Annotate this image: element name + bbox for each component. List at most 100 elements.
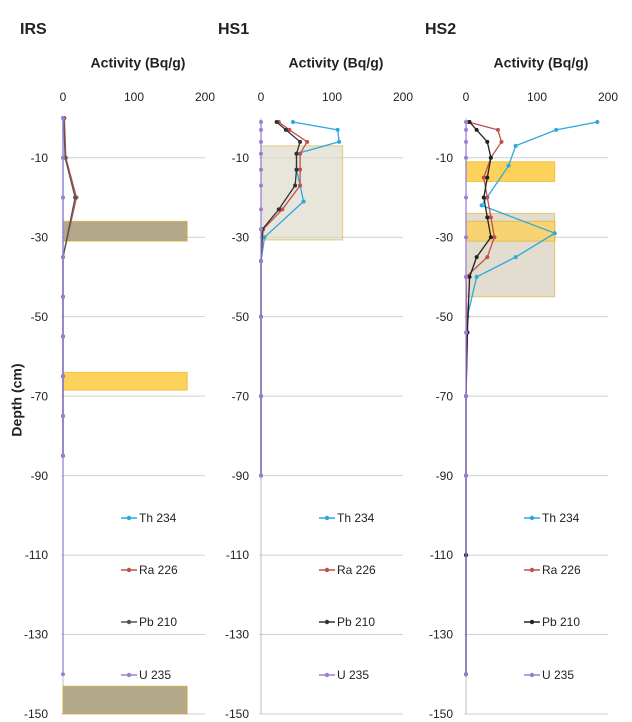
data-point bbox=[61, 453, 65, 458]
data-point bbox=[464, 274, 468, 279]
legend-label: Ra 226 bbox=[337, 563, 376, 577]
data-point bbox=[335, 127, 340, 132]
legend-label: Th 234 bbox=[337, 511, 375, 525]
panel: IRS Activity (Bq/g) Depth (cm) 0 100 200 -10 -3… bbox=[9, 21, 216, 721]
data-point bbox=[259, 314, 263, 319]
data-point bbox=[262, 235, 267, 240]
series-line bbox=[465, 121, 492, 675]
data-point bbox=[61, 116, 65, 120]
highlight-region bbox=[62, 685, 188, 715]
data-point bbox=[474, 127, 479, 132]
data-point bbox=[481, 175, 486, 180]
y-tick-label: -30 bbox=[31, 230, 49, 244]
highlight-region bbox=[465, 220, 556, 242]
data-point bbox=[259, 394, 263, 399]
y-tick-label: -70 bbox=[232, 389, 250, 403]
legend-label: Pb 210 bbox=[542, 615, 580, 629]
data-point bbox=[488, 155, 493, 160]
data-point bbox=[485, 139, 490, 144]
data-point bbox=[298, 151, 303, 156]
data-point bbox=[488, 235, 493, 240]
data-point bbox=[259, 127, 263, 132]
data-point bbox=[488, 215, 493, 220]
data-point bbox=[61, 414, 65, 418]
data-point bbox=[259, 473, 263, 478]
x-tick-label: 200 bbox=[195, 90, 215, 104]
y-tick-label: -50 bbox=[436, 310, 454, 324]
data-point bbox=[485, 195, 490, 200]
y-tick-label: -130 bbox=[429, 628, 453, 642]
y-tick-label: -110 bbox=[430, 548, 453, 562]
data-point bbox=[464, 330, 468, 335]
data-point bbox=[294, 151, 299, 156]
y-tick-label: -130 bbox=[225, 628, 249, 642]
y-tick-label: -30 bbox=[232, 230, 250, 244]
y-tick-label: -50 bbox=[31, 310, 49, 324]
x-tick-label: 0 bbox=[463, 90, 470, 104]
legend-label: Th 234 bbox=[542, 511, 580, 525]
panel: HS1 Activity (Bq/g) 0 100 200 -10 -30 -50 -70 -90… bbox=[218, 21, 413, 721]
series-line bbox=[465, 121, 503, 675]
data-point bbox=[506, 163, 511, 168]
data-point bbox=[464, 119, 468, 124]
y-tick-label: -10 bbox=[436, 151, 454, 165]
data-point bbox=[298, 183, 303, 188]
highlight-region bbox=[62, 220, 188, 242]
data-point bbox=[554, 127, 559, 132]
y-tick-label: -130 bbox=[24, 628, 48, 642]
data-point bbox=[464, 139, 468, 144]
data-point bbox=[290, 119, 295, 124]
legend-marker bbox=[126, 672, 132, 678]
data-point bbox=[298, 139, 303, 144]
data-point bbox=[294, 167, 299, 172]
data-point bbox=[274, 119, 279, 124]
data-point bbox=[61, 334, 65, 339]
data-point bbox=[283, 127, 288, 132]
y-tick-label: -70 bbox=[31, 389, 49, 403]
x-tick-label: 100 bbox=[124, 90, 144, 104]
data-point bbox=[337, 139, 342, 144]
legend-label: U 235 bbox=[542, 668, 574, 682]
data-point bbox=[276, 207, 281, 212]
data-point bbox=[259, 227, 263, 232]
data-point bbox=[259, 259, 263, 264]
y-tick-label: -150 bbox=[429, 707, 453, 721]
panel-title: HS2 bbox=[425, 21, 456, 38]
legend-marker bbox=[529, 619, 535, 625]
y-tick-label: -10 bbox=[232, 151, 250, 165]
legend-marker bbox=[324, 515, 330, 521]
data-point bbox=[595, 119, 600, 124]
data-point bbox=[61, 294, 65, 299]
highlight-region bbox=[465, 161, 556, 183]
data-point bbox=[61, 374, 65, 379]
data-point bbox=[492, 235, 497, 240]
x-tick-label: 200 bbox=[598, 90, 618, 104]
data-point bbox=[481, 195, 486, 200]
data-point bbox=[61, 255, 65, 260]
legend-label: U 235 bbox=[139, 668, 171, 682]
series-line bbox=[62, 117, 78, 456]
panel-title: HS1 bbox=[218, 21, 249, 38]
y-tick-label: -90 bbox=[232, 469, 250, 483]
data-point bbox=[467, 119, 472, 124]
legend-marker bbox=[529, 672, 535, 678]
data-point bbox=[474, 255, 479, 260]
data-point bbox=[61, 195, 65, 200]
panel-title: IRS bbox=[20, 21, 47, 38]
x-axis-title: Activity (Bq/g) bbox=[289, 55, 384, 71]
data-point bbox=[259, 151, 263, 156]
data-point bbox=[467, 274, 472, 279]
data-point bbox=[485, 175, 490, 180]
y-axis-title: Depth (cm) bbox=[9, 363, 25, 436]
data-point bbox=[280, 207, 285, 212]
data-point bbox=[259, 207, 263, 212]
data-point bbox=[479, 203, 484, 208]
data-point bbox=[73, 195, 78, 200]
data-point bbox=[298, 167, 303, 172]
legend-marker bbox=[126, 515, 132, 521]
data-point bbox=[464, 127, 468, 132]
y-tick-label: -70 bbox=[436, 389, 454, 403]
panel: HS2 Activity (Bq/g) 0 100 200 -10 -30 -50 -70 -90… bbox=[425, 21, 618, 721]
x-tick-label: 100 bbox=[322, 90, 342, 104]
data-point bbox=[301, 199, 306, 204]
